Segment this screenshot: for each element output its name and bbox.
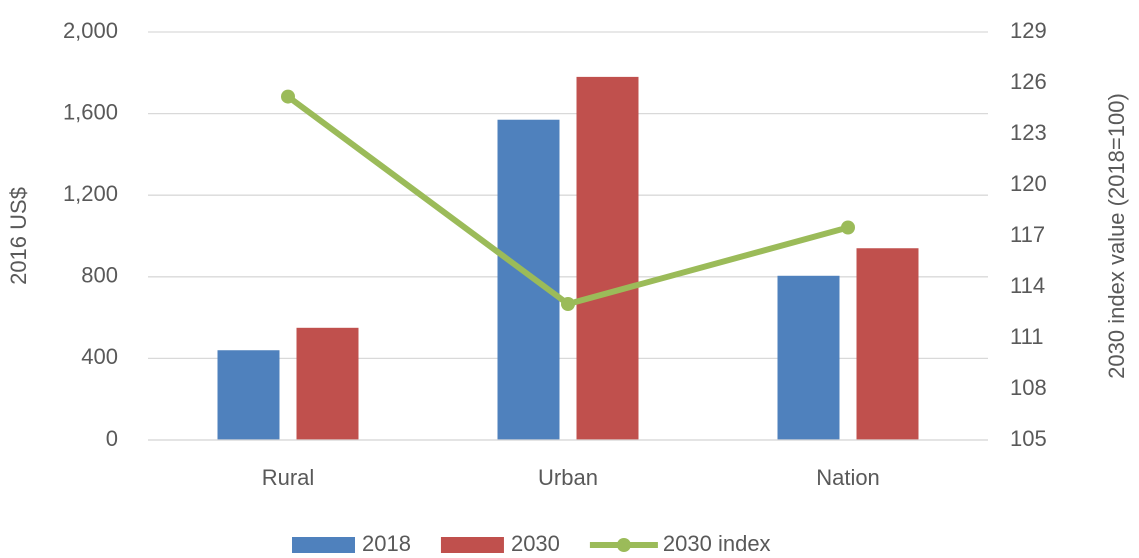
y2-tick-label: 108 <box>1010 375 1047 400</box>
y2-tick-label: 117 <box>1010 222 1045 247</box>
y-tick-label: 800 <box>81 263 118 288</box>
legend-label: 2018 <box>362 531 411 556</box>
y2-tick-label: 120 <box>1010 171 1047 196</box>
bar <box>217 350 280 440</box>
y2-axis-label: 2030 index value (2018=100) <box>1104 93 1129 379</box>
legend-swatch <box>292 537 355 553</box>
y2-tick-label: 105 <box>1010 426 1047 451</box>
y2-tick-label: 126 <box>1010 69 1047 94</box>
x-tick-label: Rural <box>262 465 315 490</box>
y2-tick-label: 129 <box>1010 18 1047 43</box>
y2-tick-label: 111 <box>1010 324 1043 349</box>
bar <box>856 248 919 440</box>
legend-marker <box>616 538 631 552</box>
line-marker <box>841 220 855 235</box>
y-tick-label: 0 <box>106 426 118 451</box>
y2-tick-label: 123 <box>1010 120 1047 145</box>
x-tick-label: Nation <box>816 465 880 490</box>
bar <box>296 327 359 440</box>
x-tick-label: Urban <box>538 465 598 490</box>
line <box>286 94 849 307</box>
legend-swatch <box>440 537 504 553</box>
bar <box>497 119 560 440</box>
line-marker <box>281 89 295 104</box>
line-marker <box>561 297 575 311</box>
legend-label: 2030 <box>511 531 560 556</box>
y-axis-label: 2016 US$ <box>6 187 31 285</box>
bar <box>576 76 639 440</box>
y-tick-label: 400 <box>81 344 118 369</box>
y2-tick-label: 114 <box>1010 273 1045 298</box>
y-tick-label: 1,200 <box>63 181 118 206</box>
bar <box>777 275 840 440</box>
y-tick-label: 1,600 <box>63 99 118 124</box>
legend-label: 2030 index <box>663 531 771 556</box>
y-tick-label: 2,000 <box>63 18 118 43</box>
